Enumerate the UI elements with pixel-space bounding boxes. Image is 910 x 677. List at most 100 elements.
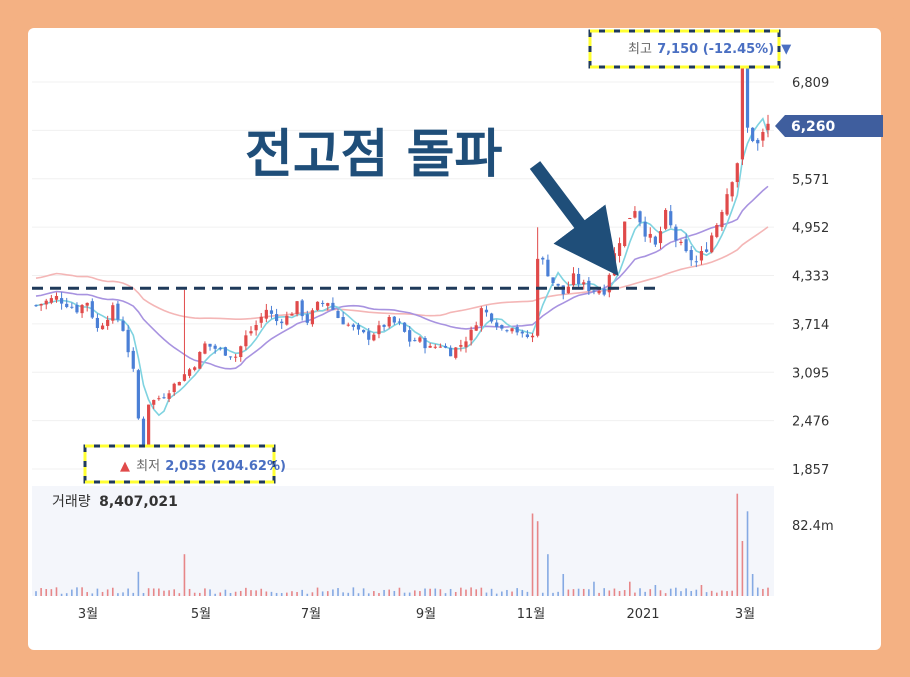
x-tick-label: 3월	[735, 607, 755, 622]
candle	[505, 329, 509, 333]
volume-bar	[362, 588, 365, 596]
low-value: 2,055 (204.62%)	[165, 459, 286, 474]
volume-bar	[255, 590, 257, 596]
volume-bar	[326, 591, 329, 596]
candle	[484, 305, 489, 317]
high-label: 최고	[628, 42, 652, 57]
candle	[269, 305, 274, 319]
candle	[469, 326, 473, 346]
candle	[715, 223, 719, 239]
candle	[172, 382, 176, 396]
volume-bar	[511, 591, 513, 596]
volume-bar	[270, 591, 273, 596]
volume-bar	[250, 590, 252, 596]
volume-bar	[577, 588, 580, 596]
candle	[198, 351, 202, 369]
candle	[80, 304, 84, 318]
volume-bar	[746, 511, 749, 596]
volume-bar	[567, 589, 570, 596]
x-tick-label: 7월	[301, 607, 321, 622]
volume-bar	[214, 593, 216, 596]
volume-bar	[337, 588, 339, 596]
candle	[684, 233, 688, 253]
volume-bar	[736, 493, 739, 596]
candle	[633, 206, 637, 219]
high-annotation: 최고 7,150 (-12.45%) ▼	[588, 29, 791, 69]
volume-bar	[311, 592, 314, 596]
y-tick-label: 4,333	[792, 270, 829, 285]
volume-bar	[680, 591, 682, 596]
candle	[699, 246, 704, 265]
volume-bar	[608, 590, 611, 596]
candle	[408, 325, 412, 347]
candle	[341, 312, 345, 325]
candle	[459, 339, 463, 352]
volume-bar	[152, 588, 155, 596]
volume-bar	[654, 585, 657, 596]
candle	[592, 289, 596, 295]
candle	[157, 395, 161, 401]
candle	[397, 318, 402, 326]
candle	[90, 298, 94, 319]
candle	[75, 302, 79, 314]
candle	[59, 292, 64, 310]
candle	[111, 302, 115, 324]
volume-bar	[55, 587, 58, 596]
volume-bar	[593, 581, 595, 596]
volume-bar	[526, 591, 529, 596]
volume-bar	[403, 592, 406, 596]
volume-bar	[229, 593, 232, 596]
x-tick-label: 9월	[416, 607, 436, 622]
volume-bar	[132, 592, 135, 596]
candle	[300, 299, 304, 321]
candle	[418, 336, 422, 343]
volume-bar	[168, 590, 170, 596]
candle	[500, 324, 504, 331]
candle	[310, 308, 315, 327]
candle	[546, 254, 550, 277]
candle	[387, 315, 391, 329]
volume-bar	[383, 589, 385, 596]
candle	[362, 329, 366, 334]
volume-bar	[669, 588, 672, 596]
volume-bar	[726, 591, 728, 596]
volume-bar	[695, 589, 698, 596]
candle	[321, 300, 325, 307]
volume-axis-label: 82.4m	[792, 519, 834, 534]
candle	[162, 393, 166, 399]
svg-text:최고 7,150 (-12.45%): 최고 7,150 (-12.45%) ▼	[628, 42, 791, 57]
candle	[49, 294, 53, 305]
volume-bar	[582, 588, 585, 596]
volume-bar	[76, 587, 78, 596]
candle	[612, 247, 617, 277]
volume-bar	[623, 590, 626, 596]
candle	[617, 237, 622, 263]
volume-bar	[547, 554, 549, 596]
candle	[280, 318, 284, 329]
ma60-line	[35, 226, 769, 320]
candle	[100, 322, 105, 330]
candle	[336, 308, 340, 319]
candle	[602, 284, 606, 297]
volume-bar	[60, 593, 63, 596]
candle	[254, 320, 258, 336]
headline: 전고점 돌파	[245, 125, 502, 185]
candle	[402, 322, 407, 333]
volume-bar	[301, 589, 303, 596]
volume-bar	[439, 589, 442, 596]
candle	[208, 343, 212, 351]
candle	[551, 277, 555, 286]
volume-bar	[700, 585, 703, 596]
candle	[536, 227, 540, 338]
volume-bar	[685, 588, 687, 596]
y-tick-label: 1,857	[792, 463, 829, 478]
y-tick-label: 4,952	[792, 221, 829, 236]
candle	[530, 333, 535, 343]
volume-bar	[480, 587, 483, 596]
candle	[218, 346, 222, 351]
candle	[70, 302, 74, 309]
volume-bar	[50, 589, 53, 596]
candle	[510, 327, 514, 334]
volume-bar	[342, 592, 344, 596]
candle	[203, 341, 207, 355]
